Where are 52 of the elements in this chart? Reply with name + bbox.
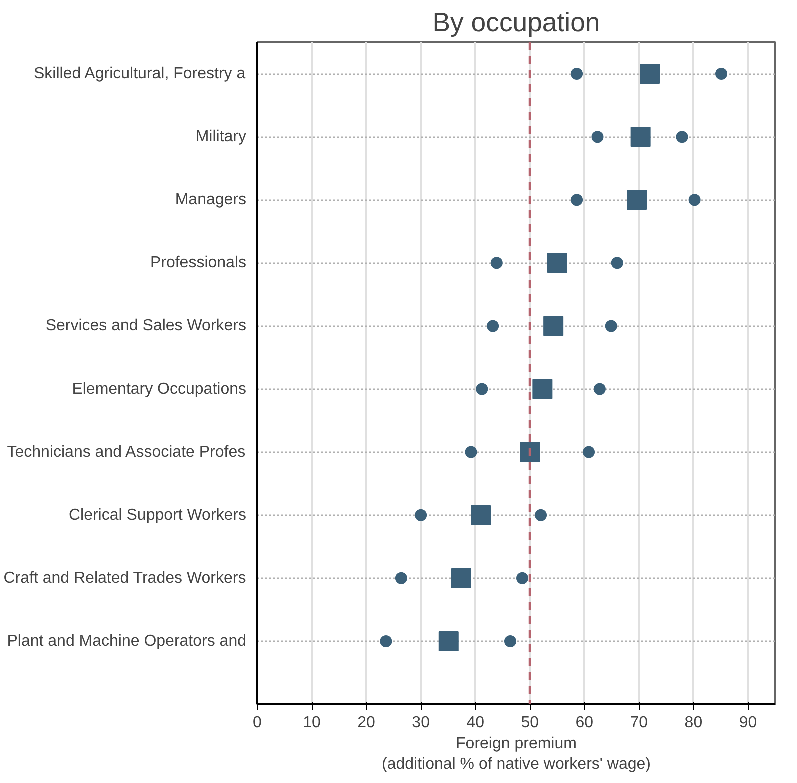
x-tick-label: 10 <box>303 714 322 732</box>
y-tick-label: Plant and Machine Operators and <box>7 632 247 650</box>
y-tick-label: Skilled Agricultural, Forestry a <box>34 66 246 83</box>
y-tick-label: Technicians and Associate Profes <box>7 444 246 461</box>
point <box>532 379 553 400</box>
point <box>476 383 488 396</box>
x-tick-label: 60 <box>576 714 594 732</box>
x-tick-label: 20 <box>358 714 376 732</box>
point <box>520 442 540 462</box>
y-tick-label: Craft and Related Trades Workers <box>4 570 246 587</box>
y-tick-label: Elementary Occupations <box>72 380 247 398</box>
point <box>380 635 392 648</box>
point <box>535 509 548 522</box>
x-tick-label: 90 <box>739 714 758 732</box>
y-tick-label: Professionals <box>150 254 246 272</box>
point <box>571 194 584 206</box>
x-tick-label: 70 <box>630 714 648 732</box>
x-tick-label: 30 <box>412 714 430 732</box>
point <box>471 505 492 526</box>
x-tick-label: 0 <box>253 714 262 732</box>
point <box>544 316 564 336</box>
x-tick-label: 80 <box>684 714 703 732</box>
point <box>688 194 701 206</box>
point <box>516 572 528 584</box>
point <box>465 446 478 458</box>
x-axis-title: Foreign premium (additional % of native workers' wage) <box>382 736 651 773</box>
point <box>583 446 596 458</box>
y-tick-label: Military <box>196 128 247 146</box>
point <box>594 383 606 396</box>
x-tick-label: 50 <box>521 714 540 732</box>
point <box>571 68 584 80</box>
point <box>487 320 500 332</box>
chart-title: By occupation <box>432 8 600 38</box>
point <box>490 257 503 270</box>
point <box>592 131 604 144</box>
point <box>547 253 568 274</box>
point <box>640 64 660 84</box>
point <box>716 68 728 80</box>
point <box>451 568 472 588</box>
y-tick-label: Services and Sales Workers <box>46 318 246 335</box>
point <box>630 127 651 148</box>
y-tick-label: Clerical Support Workers <box>68 506 247 524</box>
point <box>627 190 648 210</box>
point <box>415 509 428 522</box>
x-tick-label: 40 <box>466 714 485 732</box>
y-tick-label: Managers <box>175 192 247 209</box>
point <box>611 257 624 270</box>
point <box>676 131 688 144</box>
point <box>504 635 516 648</box>
point <box>605 320 618 332</box>
point <box>395 572 408 584</box>
point <box>438 631 459 652</box>
